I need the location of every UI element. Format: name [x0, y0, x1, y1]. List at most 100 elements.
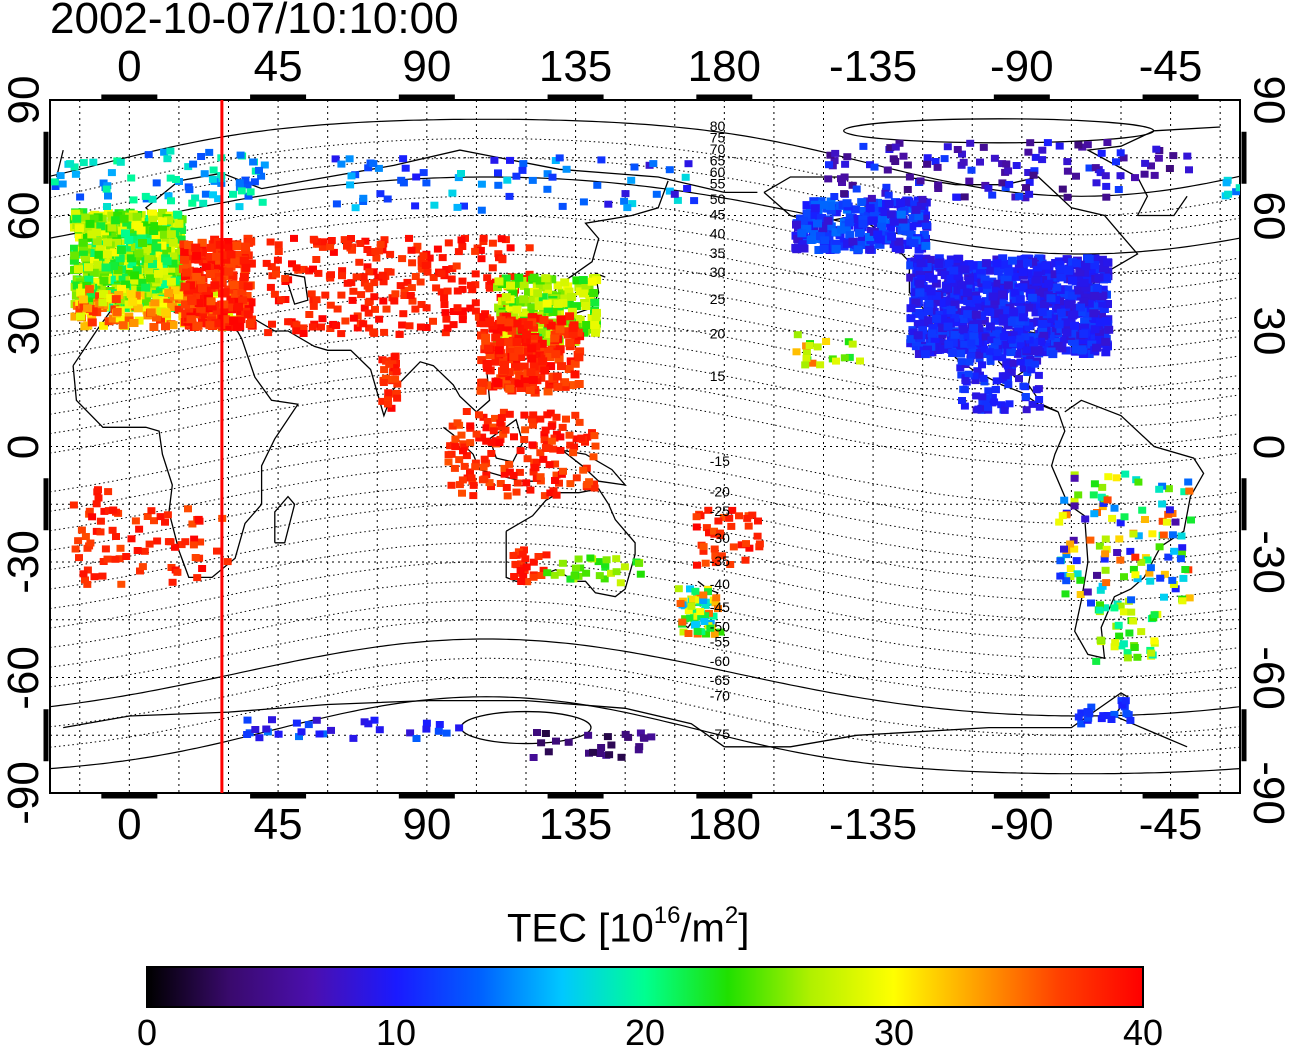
tec-cell — [230, 289, 240, 298]
tec-cell — [540, 431, 549, 439]
tec-cell — [946, 306, 956, 315]
tec-cell — [141, 283, 151, 292]
tec-cell — [1041, 261, 1051, 270]
tec-cell — [551, 350, 561, 359]
tec-cell — [1079, 278, 1089, 287]
tec-cell — [998, 354, 1007, 362]
tec-cell — [78, 238, 88, 247]
tec-cell — [123, 269, 133, 278]
tec-cell — [858, 234, 867, 243]
tec-cell — [442, 729, 451, 737]
tec-cell — [1076, 308, 1086, 316]
tec-cell — [1031, 153, 1040, 161]
tec-cell — [134, 222, 144, 231]
tec-cell — [87, 318, 97, 327]
tec-cell — [856, 240, 865, 249]
tec-cell — [909, 239, 919, 248]
tec-cell — [1040, 301, 1049, 309]
tec-cell — [511, 560, 520, 568]
tec-cell — [528, 294, 538, 303]
tec-cell — [605, 751, 614, 759]
tec-cell — [251, 726, 260, 733]
tec-cell — [1137, 628, 1146, 636]
tec-cell — [1090, 291, 1100, 300]
tec-cell — [572, 435, 581, 443]
tec-cell — [451, 443, 460, 451]
tec-cell — [601, 560, 610, 568]
tec-cell — [612, 555, 621, 563]
tec-cell — [975, 351, 984, 359]
tec-cell — [166, 230, 176, 239]
tec-cell — [98, 572, 107, 580]
tec-cell — [1087, 340, 1097, 349]
tec-cell — [818, 200, 828, 209]
tec-cell — [170, 286, 180, 295]
tec-cell — [1185, 487, 1194, 495]
tec-cell — [1021, 333, 1030, 341]
tec-cell — [255, 734, 264, 742]
tec-cell — [501, 426, 510, 434]
tec-cell — [369, 328, 378, 336]
tec-cell — [602, 556, 611, 564]
tec-cell — [1062, 328, 1072, 337]
tec-cell — [188, 520, 197, 528]
tec-cell — [1069, 337, 1079, 346]
tec-cell — [931, 279, 941, 288]
tec-cell — [565, 431, 574, 439]
tec-cell — [1022, 406, 1031, 414]
tec-cell — [1103, 258, 1113, 267]
tec-cell — [232, 250, 242, 259]
tec-cell — [558, 202, 567, 210]
tec-cell — [116, 544, 125, 552]
colorbar-tick-label: 0 — [136, 1012, 158, 1053]
tec-cell — [1169, 581, 1178, 588]
tec-cell — [701, 559, 710, 567]
contour-label: -60 — [710, 653, 730, 669]
tec-cell — [898, 215, 908, 224]
tec-cell — [309, 235, 318, 243]
tec-cell — [191, 194, 200, 202]
tec-cell — [94, 250, 104, 259]
tec-cell — [81, 225, 91, 234]
tec-cell — [1006, 348, 1016, 357]
tec-cell — [985, 348, 994, 356]
tec-cell — [166, 174, 175, 182]
tec-cell — [1002, 160, 1011, 168]
tec-cell — [956, 349, 966, 358]
tec-cell — [903, 161, 912, 169]
tec-cell — [236, 307, 246, 315]
tec-cell — [963, 310, 973, 319]
tec-cell — [1035, 396, 1044, 403]
tec-cell — [292, 719, 301, 727]
tec-cell — [458, 316, 467, 324]
tec-cell — [458, 489, 466, 497]
tec-cell — [172, 176, 180, 183]
tec-cell — [931, 158, 940, 165]
tec-cell — [96, 517, 105, 525]
tec-cell — [438, 254, 447, 262]
tec-cell — [559, 467, 567, 475]
tec-cell — [416, 278, 425, 286]
tec-cell — [450, 464, 459, 472]
tec-cell — [978, 393, 987, 401]
tec-cell — [830, 157, 839, 165]
tec-cell — [87, 230, 97, 239]
tec-cell — [541, 730, 550, 737]
tec-cell — [193, 247, 203, 256]
tec-cell — [121, 229, 130, 238]
tec-cell — [83, 580, 92, 588]
tec-cell — [546, 409, 555, 417]
tec-cell — [103, 203, 111, 210]
tec-cell — [1033, 268, 1043, 277]
tec-cell — [182, 260, 192, 269]
contour-label: 35 — [710, 245, 726, 261]
tec-cell — [469, 481, 478, 489]
tec-cell — [106, 294, 116, 303]
tec-cell — [112, 307, 122, 316]
tec-cell — [505, 304, 515, 313]
tec-cell — [66, 160, 75, 168]
x-tick-label: 45 — [253, 42, 303, 91]
tec-cell — [813, 343, 822, 351]
tec-cell — [1099, 712, 1108, 720]
tec-cell — [1146, 577, 1155, 585]
